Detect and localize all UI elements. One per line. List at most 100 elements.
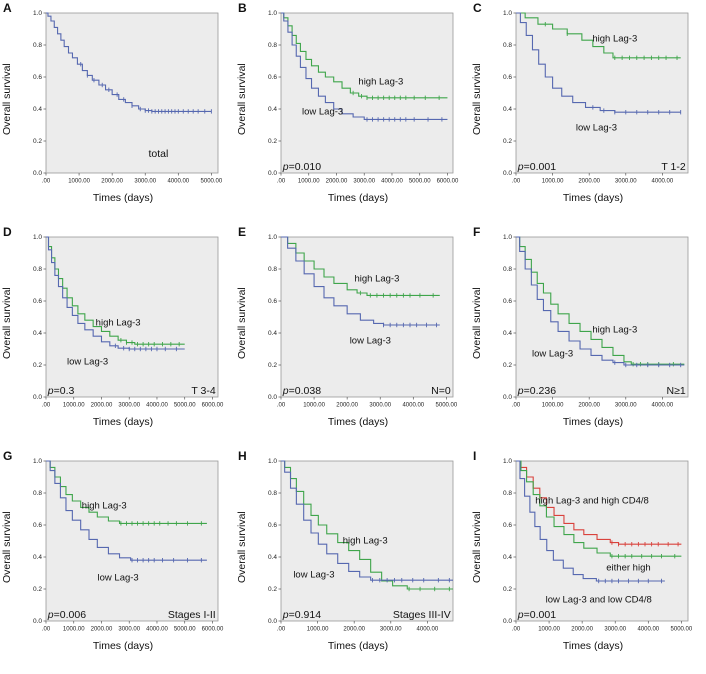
y-tick-label: 0.8 bbox=[33, 42, 42, 49]
y-tick-label: 1.0 bbox=[268, 458, 277, 465]
panel-subtitle: total bbox=[148, 148, 169, 161]
y-tick-label: 0.8 bbox=[33, 490, 42, 497]
y-tick-label: 0.6 bbox=[268, 74, 277, 81]
panel-letter: B bbox=[238, 1, 247, 15]
x-axis-label: Times (days) bbox=[92, 416, 154, 428]
p-value-text: =0.001 bbox=[523, 160, 557, 173]
x-tick-label: 5000.00 bbox=[201, 179, 223, 185]
x-tick-label: .00 bbox=[512, 403, 521, 409]
y-tick-label: 1.0 bbox=[503, 234, 512, 241]
p-symbol: p bbox=[282, 160, 289, 173]
plot-area: 0.0 0.2 0.4 0.6 0.8 1.0 .00 1000.00 2000.00 3000.… bbox=[255, 233, 461, 413]
km-curve bbox=[281, 236, 440, 296]
x-axis-label: Times (days) bbox=[92, 640, 154, 652]
y-axis-label: Overall survival bbox=[471, 511, 483, 583]
y-tick-label: 0.8 bbox=[503, 266, 512, 273]
y-axis-label: Overall survival bbox=[236, 287, 248, 359]
survival-plot-svg: 0.0 0.2 0.4 0.6 0.8 1.0 .00 1000.00 2000.00 3000.… bbox=[33, 458, 224, 633]
km-curve bbox=[281, 12, 448, 120]
y-tick-label: 1.0 bbox=[33, 234, 42, 241]
y-tick-label: 0.8 bbox=[33, 266, 42, 273]
x-tick-label: 1000.00 bbox=[298, 179, 320, 185]
x-tick-label: 5000.00 bbox=[409, 179, 431, 185]
y-tick-label: 0.4 bbox=[503, 106, 512, 113]
survival-plot-svg: 0.0 0.2 0.4 0.6 0.8 1.0 .00 1000.00 2000.00 3000.… bbox=[503, 458, 693, 633]
km-curve bbox=[516, 236, 685, 365]
y-tick-label: 0.4 bbox=[503, 554, 512, 561]
p-value-text: =0.236 bbox=[523, 384, 557, 397]
curve-label: high Lag-3 bbox=[95, 317, 141, 329]
x-axis-label: Times (days) bbox=[327, 192, 389, 204]
y-tick-label: 0.8 bbox=[268, 266, 277, 273]
x-tick-label: 1000.00 bbox=[63, 627, 85, 633]
y-tick-label: 0.2 bbox=[268, 586, 277, 593]
plot-area: 0.0 0.2 0.4 0.6 0.8 1.0 .00 1000.00 2000.00 3000.… bbox=[490, 9, 696, 189]
x-tick-label: 1000.00 bbox=[303, 403, 325, 409]
x-tick-label: 2000.00 bbox=[578, 179, 600, 185]
x-tick-label: 3000.00 bbox=[118, 627, 140, 633]
x-tick-label: 3000.00 bbox=[118, 403, 140, 409]
km-panel-B: B Overall survival 0.0 0.2 0.4 0.6 0.8 1.0 .00 10… bbox=[235, 0, 470, 224]
y-tick-label: 0.8 bbox=[268, 42, 277, 49]
y-tick-label: 0.4 bbox=[33, 554, 42, 561]
y-tick-label: 0.2 bbox=[503, 586, 512, 593]
km-curve bbox=[281, 12, 448, 99]
x-tick-label: 3000.00 bbox=[380, 627, 402, 633]
x-tick-label: 1000.00 bbox=[542, 179, 564, 185]
curve-label: high Lag-3 and high CD4/8 bbox=[535, 495, 649, 507]
panel-letter: A bbox=[3, 1, 12, 15]
x-tick-label: .00 bbox=[512, 627, 521, 633]
p-symbol: p bbox=[282, 384, 289, 397]
x-tick-label: 5000.00 bbox=[174, 403, 196, 409]
plot-background bbox=[280, 236, 454, 398]
km-curve bbox=[281, 236, 440, 326]
x-tick-label: 5000.00 bbox=[436, 403, 458, 409]
plot-area: 0.0 0.2 0.4 0.6 0.8 1.0 .00 1000.00 2000.00 3000.… bbox=[20, 233, 226, 413]
panel-letter: G bbox=[3, 449, 13, 463]
p-symbol: p bbox=[47, 608, 54, 621]
x-tick-label: 5000.00 bbox=[671, 627, 693, 633]
x-tick-label: .00 bbox=[42, 179, 51, 185]
y-axis-label: Overall survival bbox=[471, 287, 483, 359]
y-tick-label: 1.0 bbox=[503, 458, 512, 465]
curve-label: low Lag-3 bbox=[97, 572, 139, 584]
curve-label: low Lag-3 bbox=[293, 569, 335, 581]
x-tick-label: 2000.00 bbox=[91, 627, 113, 633]
p-symbol: p bbox=[47, 384, 54, 397]
y-axis-label: Overall survival bbox=[236, 511, 248, 583]
curve-label: high Lag-3 bbox=[81, 500, 127, 512]
curve-label: high Lag-3 bbox=[592, 33, 638, 45]
x-tick-label: .00 bbox=[277, 403, 286, 409]
x-tick-label: 6000.00 bbox=[202, 627, 224, 633]
x-tick-label: .00 bbox=[42, 403, 51, 409]
y-tick-label: 0.6 bbox=[33, 522, 42, 529]
panel-letter: H bbox=[238, 449, 247, 463]
x-tick-label: 3000.00 bbox=[369, 403, 391, 409]
p-symbol: p bbox=[517, 384, 524, 397]
x-tick-label: 4000.00 bbox=[381, 179, 403, 185]
x-tick-label: 2000.00 bbox=[91, 403, 113, 409]
y-tick-label: 0.8 bbox=[503, 42, 512, 49]
y-tick-label: 0.4 bbox=[33, 330, 42, 337]
curve-label: high Lag-3 bbox=[354, 273, 400, 285]
x-tick-label: 3000.00 bbox=[615, 179, 637, 185]
y-tick-label: 0.0 bbox=[33, 394, 42, 401]
p-value-text: =0.914 bbox=[288, 608, 322, 621]
x-tick-label: 4000.00 bbox=[637, 627, 659, 633]
y-axis-label: Overall survival bbox=[1, 63, 13, 135]
y-tick-label: 0.2 bbox=[268, 362, 277, 369]
p-symbol: p bbox=[517, 608, 524, 621]
plot-area: 0.0 0.2 0.4 0.6 0.8 1.0 .00 1000.00 2000.00 3000.… bbox=[255, 457, 461, 637]
y-tick-label: 0.4 bbox=[268, 106, 277, 113]
p-value-text: =0.010 bbox=[288, 160, 322, 173]
y-tick-label: 0.6 bbox=[33, 298, 42, 305]
plot-area: 0.0 0.2 0.4 0.6 0.8 1.0 .00 1000.00 2000.00 3000.… bbox=[20, 457, 226, 637]
y-axis-label: Overall survival bbox=[1, 287, 13, 359]
x-tick-label: 1000.00 bbox=[68, 179, 90, 185]
y-tick-label: 0.8 bbox=[268, 490, 277, 497]
y-tick-label: 0.6 bbox=[33, 74, 42, 81]
panel-subtitle: T 1-2 bbox=[661, 160, 686, 173]
p-value-label: p=0.010 bbox=[283, 161, 321, 173]
curve-label: low Lag-3 bbox=[302, 106, 344, 118]
plot-area: 0.0 0.2 0.4 0.6 0.8 1.0 .00 1000.00 2000.00 3000.… bbox=[490, 233, 696, 413]
